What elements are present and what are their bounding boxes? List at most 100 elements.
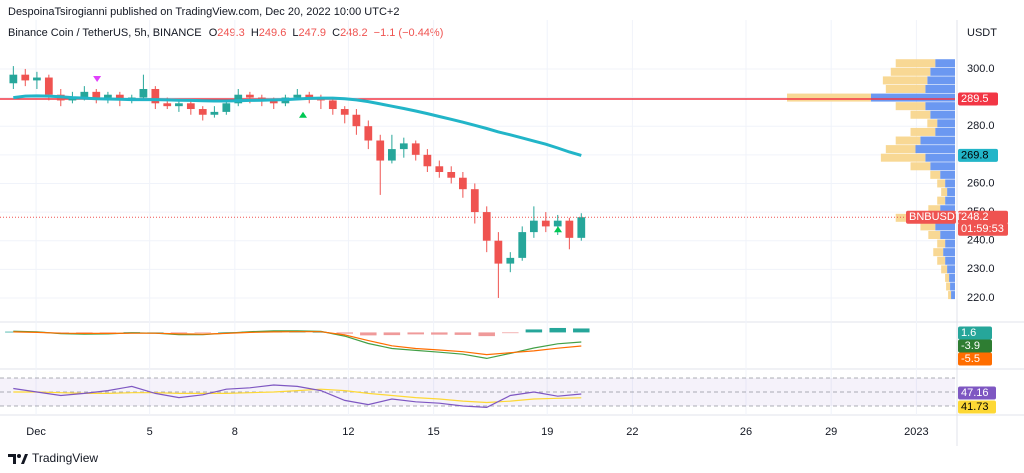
candle-body [186,103,195,110]
countdown: 01:59:53 [961,223,1004,235]
candle-body [151,88,160,104]
candle-body [470,189,479,213]
change: −1.1 (−0.44%) [374,27,444,39]
candle-body [411,143,420,155]
close-label: C [332,27,340,39]
candle-body [9,74,18,84]
footer-brand: TradingView [32,451,98,465]
low-value: 247.9 [299,27,327,39]
candle-body [92,91,101,98]
macd-hist [170,332,188,334]
candle-body [115,94,124,101]
macd-label-box [958,339,992,353]
candle-body [506,257,515,264]
candle-body [163,103,172,107]
countdown-box [958,222,1008,236]
candle-body [44,77,53,95]
macd-hist [573,328,590,333]
candle-body [447,172,456,178]
x-tick-label: 2023 [904,426,928,438]
macd-hist [336,332,353,334]
vp-up [940,205,955,214]
candle-body [376,140,385,161]
vp-up [871,93,955,102]
vp-up [925,84,955,93]
vp-up [920,136,955,145]
ticker-label-box [906,210,956,224]
open-value: 249.3 [217,27,245,39]
moving-average [13,94,582,157]
vp-up [945,256,955,265]
vp-down [927,119,938,128]
rsi-ma-line [13,388,582,404]
vp-up [943,248,955,257]
macd-hist [99,332,117,333]
candle-body [577,217,586,238]
vp-up [935,222,955,231]
vp-down [890,67,931,76]
vp-down [885,84,926,93]
x-tick-label: 12 [342,426,354,438]
vp-down [895,136,921,145]
y-tick-label: 300.0 [967,63,995,75]
vp-up [925,102,955,111]
x-tick-label: 26 [740,426,752,438]
candle-body [482,212,491,241]
candle-body [541,220,550,227]
low-label: L [292,27,298,39]
macd-hist [383,332,401,336]
candle-body [198,109,207,115]
candle-body [139,88,148,98]
publisher: DespoinaTsirogianni published on Trading… [8,6,399,18]
vp-up [927,76,955,85]
currency: USDT [967,27,997,39]
candle-body [565,220,574,238]
price-label-box [958,210,1008,224]
signal-marker [554,226,563,233]
candle-body [494,240,503,264]
vp-up [949,273,955,282]
candle-body [518,232,527,258]
level-label-box [958,92,998,106]
vp-down [880,153,926,162]
vp-up [940,170,955,179]
macd-hist-label-box [958,326,992,340]
vp-down [937,196,946,205]
vp-up [950,282,955,291]
close-value: 248.2 [340,27,368,39]
open-label: O [209,27,218,39]
vp-up [935,127,955,136]
candle-body [553,220,562,227]
candle-body [234,94,243,104]
x-tick-label: 29 [825,426,837,438]
y-tick-label: 280.0 [967,120,995,132]
macd-hist [549,327,566,333]
vp-down [928,205,941,214]
candle-body [364,126,373,141]
logo [8,454,28,464]
macd-hist [312,332,330,333]
vp-down [910,110,931,119]
vp-down [787,93,871,102]
candle-body [21,74,30,81]
candle-body [246,94,254,98]
candle-body [435,166,444,173]
x-tick-label: 5 [147,426,153,438]
candle-body [529,220,538,233]
vp-down [946,282,951,291]
rsi-ma-label-box [958,400,996,414]
macd-hist [407,332,424,335]
vp-down [937,239,946,248]
candle-body [388,149,396,161]
ma-label: 269.8 [961,149,989,161]
vp-down [882,76,928,85]
candle-body [175,103,183,107]
price-label: 248.2 [961,211,989,223]
vp-down [930,170,941,179]
macd-hist [431,332,448,335]
macd-hist [525,329,543,333]
x-tick-label: 8 [232,426,238,438]
vp-up [937,119,955,128]
